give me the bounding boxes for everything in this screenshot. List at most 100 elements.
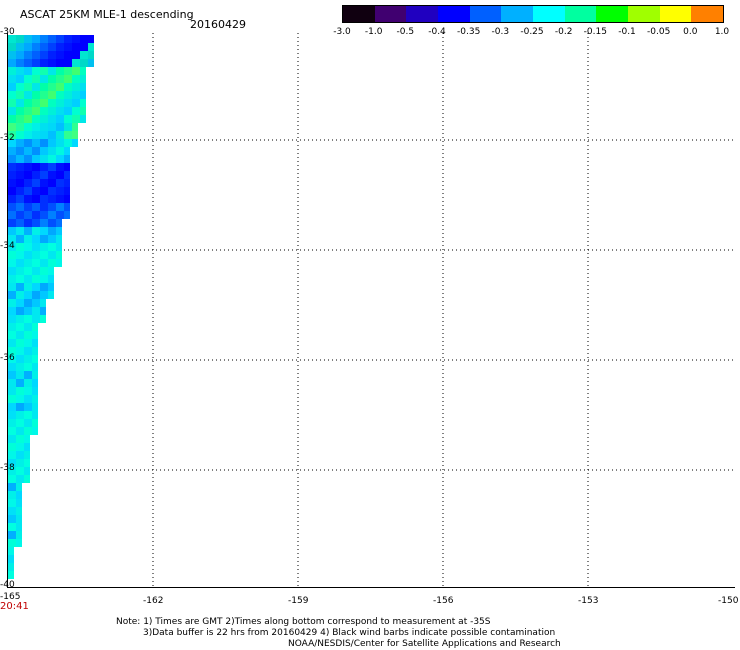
swath-cell <box>16 291 24 299</box>
swath-cell <box>16 315 24 323</box>
swath-cell <box>32 155 40 163</box>
swath-cell <box>72 59 80 67</box>
swath-cell <box>56 211 64 219</box>
swath-cell <box>24 323 32 331</box>
swath-cell <box>56 195 64 203</box>
swath-cell <box>48 267 54 275</box>
swath-cell <box>56 219 62 227</box>
swath-cell <box>48 107 56 115</box>
swath-cell <box>80 107 86 115</box>
swath-cell <box>16 67 24 75</box>
swath-cell <box>32 123 40 131</box>
swath-cell <box>48 243 56 251</box>
swath-cell <box>8 339 16 347</box>
swath-cell <box>48 251 56 259</box>
swath-cell <box>32 147 40 155</box>
swath-cell <box>8 555 14 563</box>
swath-cell <box>40 283 48 291</box>
swath-cell <box>80 59 88 67</box>
swath-cell <box>24 219 32 227</box>
legend-swatch <box>438 6 470 22</box>
swath-cell <box>40 227 48 235</box>
legend-label: -0.05 <box>647 27 671 37</box>
swath-cell <box>40 107 48 115</box>
swath-cell <box>24 419 32 427</box>
swath-cell <box>64 51 72 59</box>
swath-cell <box>80 91 86 99</box>
swath-cell <box>16 395 24 403</box>
x-label-162: -162 <box>143 596 164 606</box>
swath-cell <box>32 59 40 67</box>
swath-cell <box>32 99 40 107</box>
swath-cell <box>48 291 54 299</box>
swath-cell <box>64 35 72 43</box>
swath-cell <box>48 195 56 203</box>
swath-cell <box>8 259 16 267</box>
swath-cell <box>32 115 40 123</box>
swath-cell <box>16 515 22 523</box>
legend-label: 1.0 <box>714 27 730 37</box>
swath-cell <box>32 347 38 355</box>
x-label-156: -156 <box>433 596 454 606</box>
swath-cell <box>88 35 94 43</box>
legend-swatch <box>628 6 660 22</box>
swath-cell <box>40 291 48 299</box>
swath-cell <box>40 123 48 131</box>
swath-cell <box>24 171 32 179</box>
swath-cell <box>24 315 32 323</box>
swath-cell <box>32 243 40 251</box>
swath-cell <box>64 131 72 139</box>
swath-cell <box>56 203 64 211</box>
swath-cell <box>16 443 24 451</box>
swath-cell <box>32 219 40 227</box>
swath-cell <box>32 363 38 371</box>
swath-cell <box>40 315 46 323</box>
swath-cell <box>64 139 72 147</box>
swath-cell <box>40 59 48 67</box>
swath-cell <box>8 51 16 59</box>
swath-cell <box>16 43 24 51</box>
swath-cell <box>72 83 80 91</box>
swath-cell <box>16 91 24 99</box>
swath-cell <box>16 467 24 475</box>
swath-cell <box>56 227 62 235</box>
swath-cell <box>24 243 32 251</box>
swath-cell <box>24 355 32 363</box>
swath-cell <box>48 163 56 171</box>
swath-cell <box>72 67 80 75</box>
swath-cell <box>32 419 38 427</box>
swath-cell <box>16 475 24 483</box>
swath-cell <box>32 275 40 283</box>
swath-cell <box>8 179 16 187</box>
swath-cell <box>32 67 40 75</box>
swath-cell <box>16 331 24 339</box>
swath-cell <box>16 451 24 459</box>
swath-cell <box>24 179 32 187</box>
swath-cell <box>16 243 24 251</box>
swath-cell <box>40 243 48 251</box>
swath-cell <box>40 251 48 259</box>
swath-cell <box>8 435 16 443</box>
swath-cell <box>72 131 78 139</box>
swath-cell <box>56 171 64 179</box>
swath-cell <box>8 563 14 571</box>
y-label-32: -32 <box>0 133 15 143</box>
swath-cell <box>88 51 94 59</box>
swath-cell <box>56 139 64 147</box>
swath-cell <box>48 203 56 211</box>
swath-cell <box>56 107 64 115</box>
swath-cell <box>8 483 16 491</box>
swath-cell <box>80 51 88 59</box>
swath-cell <box>48 187 56 195</box>
swath-cell <box>8 163 16 171</box>
swath-cell <box>16 235 24 243</box>
swath-cell <box>24 99 32 107</box>
swath-cell <box>32 291 40 299</box>
swath-cell <box>8 195 16 203</box>
time-label: 20:41 <box>0 601 29 612</box>
legend-swatch <box>691 6 724 22</box>
swath-cell <box>40 187 48 195</box>
swath-cell <box>8 299 16 307</box>
swath-cell <box>16 531 22 539</box>
swath-cell <box>8 507 16 515</box>
